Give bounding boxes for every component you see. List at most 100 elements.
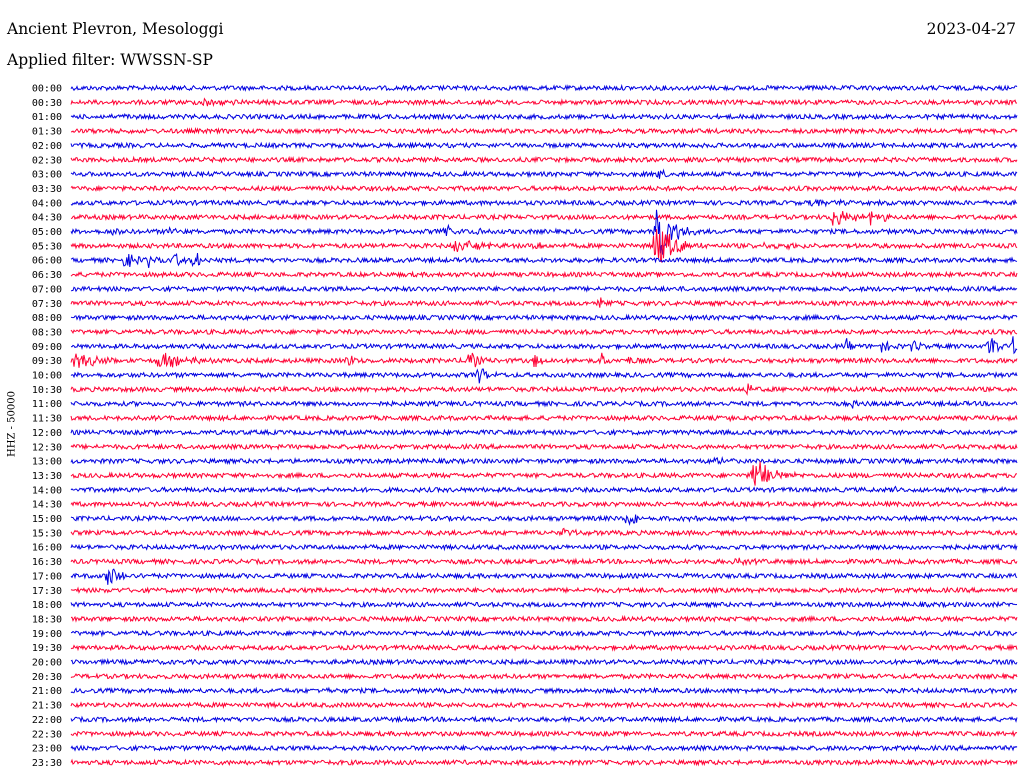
seismic-trace bbox=[70, 629, 1018, 638]
time-tick-label: 02:00 bbox=[32, 141, 62, 152]
seismic-trace bbox=[70, 97, 1018, 108]
seismic-trace bbox=[70, 112, 1018, 121]
seismic-trace bbox=[70, 514, 1018, 527]
seismic-trace bbox=[70, 209, 1018, 255]
seismic-trace bbox=[70, 643, 1018, 652]
time-tick-label: 06:00 bbox=[32, 256, 62, 267]
seismic-trace bbox=[70, 352, 1018, 368]
seismic-trace bbox=[70, 383, 1018, 396]
seismic-trace bbox=[70, 270, 1018, 279]
time-tick-label: 04:30 bbox=[32, 213, 62, 224]
time-tick-label: 22:00 bbox=[32, 715, 62, 726]
time-tick-label: 07:00 bbox=[32, 284, 62, 295]
seismic-trace bbox=[70, 744, 1018, 753]
time-tick-label: 08:30 bbox=[32, 327, 62, 338]
seismic-trace bbox=[70, 198, 1018, 208]
seismic-trace bbox=[70, 413, 1018, 423]
seismic-trace bbox=[70, 686, 1018, 695]
time-tick-label: 20:30 bbox=[32, 672, 62, 683]
seismic-trace bbox=[70, 328, 1018, 336]
seismic-trace bbox=[70, 758, 1018, 767]
time-tick-label: 16:00 bbox=[32, 543, 62, 554]
time-tick-label: 02:30 bbox=[32, 155, 62, 166]
seismic-trace bbox=[70, 600, 1018, 609]
seismic-trace bbox=[70, 229, 1018, 263]
time-tick-label: 21:00 bbox=[32, 686, 62, 697]
filter-label: Applied filter: WWSSN-SP bbox=[7, 51, 213, 69]
seismic-trace bbox=[70, 456, 1018, 466]
time-tick-label: 17:30 bbox=[32, 586, 62, 597]
time-tick-label: 09:00 bbox=[32, 342, 62, 353]
time-tick-label: 11:30 bbox=[32, 414, 62, 425]
time-tick-label: 01:00 bbox=[32, 112, 62, 123]
time-tick-label: 10:00 bbox=[32, 371, 62, 382]
time-tick-label: 01:30 bbox=[32, 127, 62, 138]
time-tick-label: 14:00 bbox=[32, 485, 62, 496]
time-tick-label: 04:00 bbox=[32, 198, 62, 209]
time-tick-label: 00:00 bbox=[32, 84, 62, 95]
seismic-trace bbox=[70, 557, 1018, 567]
seismic-trace bbox=[70, 614, 1018, 623]
time-tick-label: 11:00 bbox=[32, 399, 62, 410]
time-tick-label: 18:30 bbox=[32, 614, 62, 625]
time-tick-label: 13:30 bbox=[32, 471, 62, 482]
time-tick-label: 20:00 bbox=[32, 658, 62, 669]
time-tick-label: 22:30 bbox=[32, 729, 62, 740]
time-tick-label: 00:30 bbox=[32, 98, 62, 109]
seismic-trace bbox=[70, 657, 1018, 666]
seismic-trace bbox=[70, 442, 1018, 451]
time-tick-label: 10:30 bbox=[32, 385, 62, 396]
time-tick-label: 07:30 bbox=[32, 299, 62, 310]
time-tick-label: 15:00 bbox=[32, 514, 62, 525]
time-tick-label: 03:00 bbox=[32, 170, 62, 181]
seismic-trace bbox=[70, 527, 1018, 537]
seismic-trace bbox=[70, 700, 1018, 710]
seismic-trace bbox=[70, 500, 1018, 509]
seismic-trace bbox=[70, 715, 1018, 724]
time-tick-label: 23:00 bbox=[32, 744, 62, 755]
seismic-trace bbox=[70, 184, 1018, 193]
time-tick-label: 16:30 bbox=[32, 557, 62, 568]
time-tick-label: 05:30 bbox=[32, 241, 62, 252]
seismic-trace bbox=[70, 252, 1018, 268]
time-tick-label: 12:00 bbox=[32, 428, 62, 439]
seismic-trace bbox=[70, 336, 1018, 355]
time-tick-label: 09:30 bbox=[32, 356, 62, 367]
time-tick-label: 18:00 bbox=[32, 600, 62, 611]
time-tick-label: 13:00 bbox=[32, 457, 62, 468]
seismic-trace bbox=[70, 126, 1018, 136]
seismic-trace bbox=[70, 368, 1018, 384]
seismic-trace bbox=[70, 399, 1018, 409]
time-tick-label: 08:00 bbox=[32, 313, 62, 324]
seismic-trace bbox=[70, 141, 1018, 150]
seismic-trace bbox=[70, 211, 1018, 226]
time-tick-label: 12:30 bbox=[32, 442, 62, 453]
station-title: Ancient Plevron, Mesologgi bbox=[7, 20, 224, 38]
seismic-trace bbox=[70, 543, 1018, 552]
seismic-trace bbox=[70, 461, 1018, 486]
time-tick-label: 19:00 bbox=[32, 629, 62, 640]
seismic-trace bbox=[70, 155, 1018, 164]
time-tick-label: 06:30 bbox=[32, 270, 62, 281]
seismic-trace bbox=[70, 485, 1018, 494]
seismic-trace bbox=[70, 284, 1018, 293]
seismic-trace bbox=[70, 297, 1018, 308]
seismic-trace bbox=[70, 313, 1018, 322]
seismic-trace bbox=[70, 672, 1018, 681]
time-tick-label: 17:00 bbox=[32, 571, 62, 582]
time-tick-label: 15:30 bbox=[32, 528, 62, 539]
time-tick-label: 23:30 bbox=[32, 758, 62, 769]
time-tick-label: 21:30 bbox=[32, 701, 62, 712]
time-tick-label: 14:30 bbox=[32, 500, 62, 511]
time-tick-label: 19:30 bbox=[32, 643, 62, 654]
time-tick-label: 03:30 bbox=[32, 184, 62, 195]
time-tick-label: 05:00 bbox=[32, 227, 62, 238]
seismic-trace bbox=[70, 729, 1018, 738]
seismic-trace bbox=[70, 428, 1018, 437]
seismic-trace bbox=[70, 83, 1018, 92]
date-label: 2023-04-27 bbox=[926, 20, 1016, 38]
seismic-trace bbox=[70, 168, 1018, 179]
seismic-trace bbox=[70, 568, 1018, 585]
seismic-trace bbox=[70, 586, 1018, 595]
